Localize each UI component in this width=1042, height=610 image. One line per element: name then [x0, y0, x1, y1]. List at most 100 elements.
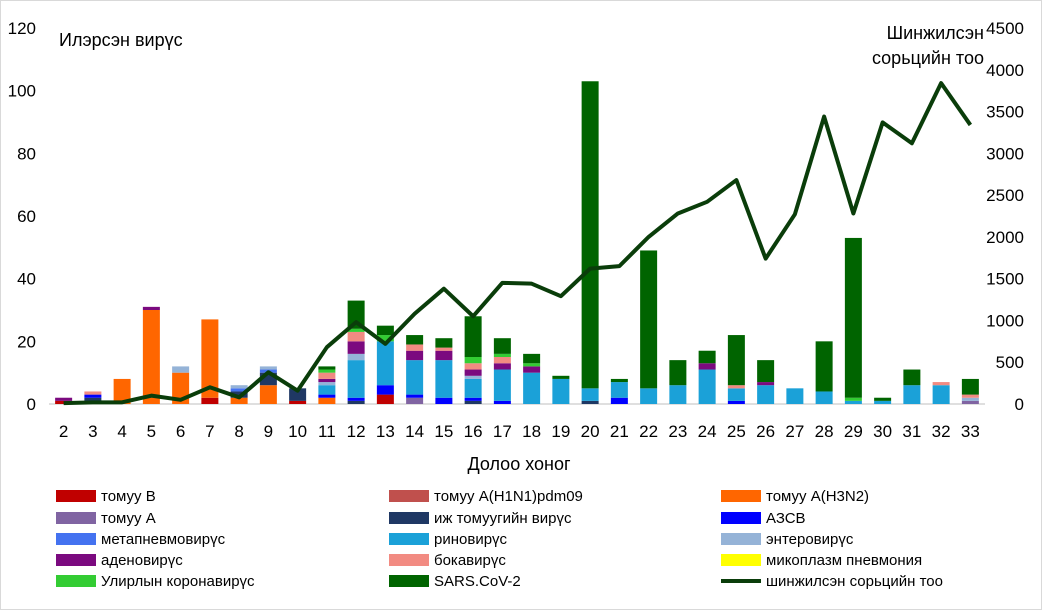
x-tick-label: 32: [932, 422, 951, 441]
bar-segment: [318, 366, 336, 370]
legend-swatch: [56, 490, 96, 502]
legend-label: Улирлын коронавирүс: [101, 573, 255, 590]
bar-segment: [435, 360, 453, 398]
bar-segment: [961, 400, 979, 404]
legend-label: иж томуугийн вирүс: [434, 510, 572, 527]
legend-swatch: [389, 490, 429, 502]
bar-segment: [698, 350, 716, 364]
legend-label: метапневмовирүс: [101, 531, 226, 548]
bar-segment: [318, 382, 336, 386]
bar-segment: [406, 344, 424, 351]
bar-segment: [201, 397, 219, 404]
bar-segment: [640, 388, 658, 404]
bar-segment: [757, 382, 775, 386]
bar-segment: [464, 397, 482, 401]
right-tick-label: 1500: [986, 270, 1024, 289]
bar-segment: [347, 331, 365, 342]
bar-segment: [727, 400, 745, 404]
right-tick-label: 3000: [986, 144, 1024, 163]
bar-segment: [844, 237, 862, 398]
legend-swatch: [389, 533, 429, 545]
x-tick-label: 6: [176, 422, 185, 441]
x-tick-label: 3: [88, 422, 97, 441]
legend-label: томуу В: [101, 488, 156, 505]
legend-label: томуу А: [101, 510, 156, 527]
bar-segment: [435, 397, 453, 404]
legend-swatch: [721, 512, 761, 524]
x-tick-label: 21: [610, 422, 629, 441]
x-tick-label: 27: [785, 422, 804, 441]
x-tick-label: 25: [727, 422, 746, 441]
left-tick-label: 80: [17, 144, 36, 163]
bar-segment: [815, 341, 833, 392]
bar-segment: [318, 397, 336, 404]
bar-segment: [376, 385, 394, 395]
x-tick-label: 2: [59, 422, 68, 441]
bar-segment: [961, 378, 979, 395]
bar-segment: [581, 388, 599, 401]
bar-segment: [493, 353, 511, 357]
bar-segment: [259, 366, 277, 370]
legend-item: шинжилсэн сорьцийн тоо: [721, 573, 943, 590]
bar-segment: [698, 363, 716, 370]
bar-segment: [347, 328, 365, 332]
bar-segment: [464, 400, 482, 404]
legend-label: томуу А(Н3N2): [766, 488, 869, 505]
legend-label: энтеровирүс: [766, 531, 854, 548]
x-tick-label: 5: [147, 422, 156, 441]
bar-segment: [669, 360, 687, 386]
bar-segment: [874, 397, 892, 401]
bar-segment: [259, 385, 277, 404]
legend-label: АЗСВ: [766, 510, 806, 527]
legend-label: шинжилсэн сорьцийн тоо: [766, 573, 943, 590]
bar-segment: [610, 397, 628, 404]
bar-segment: [493, 400, 511, 404]
bar-segment: [318, 372, 336, 379]
bar-segment: [376, 341, 394, 386]
bar-segment: [347, 400, 365, 404]
legend-item: метапневмовирүс: [56, 531, 226, 548]
x-tick-label: 31: [902, 422, 921, 441]
legend-item: АЗСВ: [721, 510, 806, 527]
bar-segment: [727, 385, 745, 389]
x-tick-label: 19: [551, 422, 570, 441]
bar-segment: [84, 394, 102, 398]
left-axis-title: Илэрсэн вирүс: [59, 30, 183, 50]
bar-segment: [406, 394, 424, 398]
bar-segment: [581, 81, 599, 389]
bar-segment: [815, 391, 833, 404]
legend-swatch: [56, 512, 96, 524]
left-tick-label: 40: [17, 270, 36, 289]
legend-label: риновирүс: [434, 531, 508, 548]
x-tick-label: 24: [698, 422, 717, 441]
bar-segment: [376, 335, 394, 342]
legend-item: микоплазм пневмония: [721, 552, 922, 569]
bar-segment: [961, 397, 979, 401]
bar-segment: [727, 388, 745, 401]
legend-swatch: [56, 575, 96, 587]
bar-segment: [435, 338, 453, 348]
bar-segment: [552, 375, 570, 379]
right-tick-label: 4000: [986, 61, 1024, 80]
x-tick-label: 20: [581, 422, 600, 441]
x-axis-title: Долоо хоног: [467, 454, 570, 474]
legend-item: энтеровирүс: [721, 531, 854, 548]
x-tick-label: 28: [815, 422, 834, 441]
bar-segment: [493, 363, 511, 370]
bar-segment: [844, 397, 862, 401]
bar-segment: [493, 369, 511, 401]
x-tick-label: 13: [376, 422, 395, 441]
right-y-ticks: 0 500 1000 1500 2000 2500 3000 3500 4000 4500: [986, 19, 1024, 414]
x-tick-label: 15: [434, 422, 453, 441]
bar-segment: [874, 400, 892, 404]
left-y-ticks: 0 20 40 60 80 100 120: [8, 19, 36, 414]
bar-segment: [289, 400, 307, 404]
x-tick-label: 7: [205, 422, 214, 441]
bar-segment: [318, 378, 336, 383]
bar-segment: [727, 335, 745, 386]
legend-swatch: [389, 575, 429, 587]
bar-segment: [376, 325, 394, 336]
bars: [55, 81, 979, 404]
bar-segment: [230, 391, 248, 398]
